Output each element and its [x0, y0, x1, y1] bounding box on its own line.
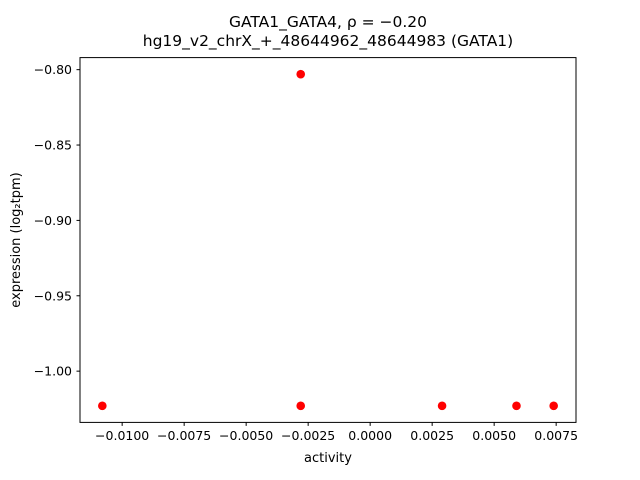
data-point — [437, 401, 447, 411]
y-tick-label: −0.85 — [34, 138, 72, 153]
x-tick-label: 0.0000 — [348, 428, 392, 443]
data-point — [296, 69, 306, 79]
plot-dynamic-layer: −0.0100 −0.0075 −0.0050 −0.0025 0.0000 0.0025… — [34, 57, 578, 443]
x-tick-label: 0.0075 — [534, 428, 578, 443]
data-point — [512, 401, 521, 411]
x-tick-label: 0.0050 — [472, 428, 516, 443]
data-point — [296, 401, 306, 411]
plot-title-line1: GATA1_GATA4, ρ = −0.20 — [229, 13, 427, 32]
y-tick-label: −1.00 — [34, 364, 72, 379]
plot-title-line2: hg19_v2_chrX_+_48644962_48644983 (GATA1) — [143, 32, 513, 51]
y-tick-label: −0.80 — [34, 62, 72, 77]
data-point — [549, 401, 558, 411]
x-tick-label: −0.0025 — [281, 428, 335, 443]
y-tick-label: −0.90 — [34, 213, 72, 228]
x-tick-label: −0.0050 — [219, 428, 273, 443]
x-tick-label: −0.0100 — [95, 428, 149, 443]
y-tick-label: −0.95 — [34, 288, 72, 303]
axes-frame — [79, 57, 577, 423]
x-tick-label: −0.0075 — [157, 428, 211, 443]
x-tick-label: 0.0025 — [410, 428, 454, 443]
data-point — [98, 401, 107, 411]
y-axis-label: expression (log₂tpm) — [9, 172, 24, 307]
x-axis-label: activity — [304, 451, 352, 466]
